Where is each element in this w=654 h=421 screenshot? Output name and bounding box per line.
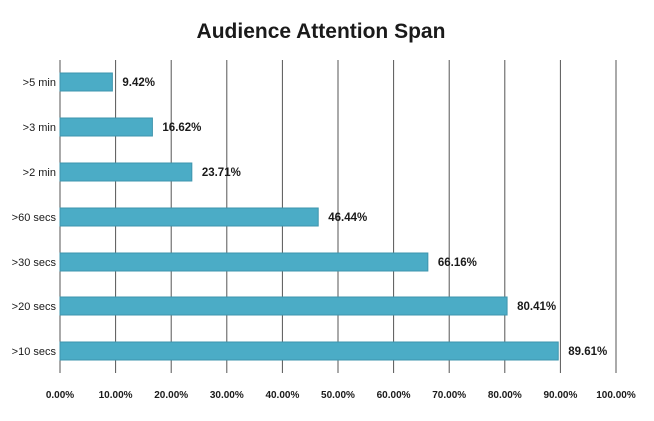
data-label: 9.42%	[122, 77, 155, 89]
x-tick-label: 70.00%	[432, 390, 466, 401]
data-label: 46.44%	[328, 212, 367, 224]
bar	[59, 117, 153, 137]
category-label: >30 secs	[12, 257, 57, 269]
data-label: 23.71%	[202, 167, 241, 179]
x-tick-label: 10.00%	[99, 390, 133, 401]
bars	[59, 72, 559, 361]
x-tick-label: 60.00%	[377, 390, 411, 401]
category-label: >2 min	[23, 167, 56, 179]
data-label: 66.16%	[438, 257, 477, 269]
bar	[59, 341, 559, 361]
data-labels: 9.42% 16.62% 23.71% 46.44% 66.16% 80.41% 89.61…	[122, 77, 607, 358]
category-label: >5 min	[23, 77, 56, 89]
category-label: >60 secs	[12, 212, 57, 224]
x-tick-label: 80.00%	[488, 390, 522, 401]
x-tick-label: 40.00%	[265, 390, 299, 401]
x-axis-tick-labels: 0.00% 10.00% 20.00% 30.00% 40.00% 50.00% 60.00…	[46, 390, 636, 401]
x-tick-label: 50.00%	[321, 390, 355, 401]
category-labels: >5 min >3 min >2 min >60 secs >30 secs >20 se…	[12, 77, 57, 358]
data-label: 80.41%	[517, 301, 556, 313]
x-tick-label: 100.00%	[596, 390, 636, 401]
x-tick-label: 90.00%	[543, 390, 577, 401]
chart-title: Audience Attention Span	[197, 20, 446, 43]
category-label: >20 secs	[12, 301, 57, 313]
bar	[59, 252, 429, 272]
bar	[59, 207, 319, 227]
bar	[59, 162, 193, 182]
x-tick-label: 0.00%	[46, 390, 74, 401]
x-tick-label: 30.00%	[210, 390, 244, 401]
data-label: 16.62%	[162, 122, 201, 134]
category-label: >3 min	[23, 122, 56, 134]
bar	[59, 72, 113, 92]
category-label: >10 secs	[12, 346, 57, 358]
data-label: 89.61%	[568, 346, 607, 358]
bar	[59, 296, 508, 316]
x-tick-label: 20.00%	[154, 390, 188, 401]
